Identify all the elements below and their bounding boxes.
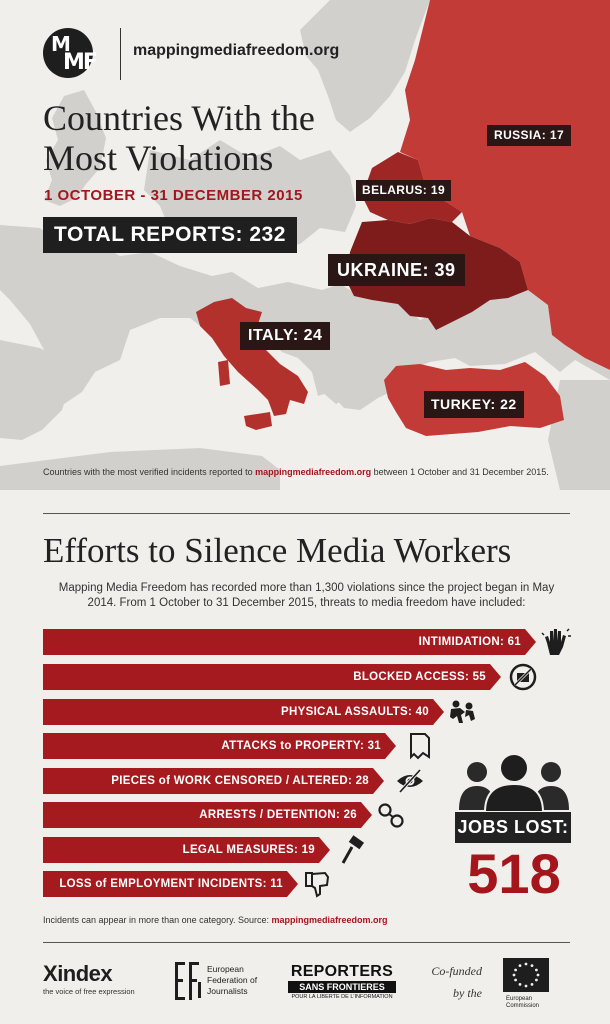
jobs-lost-value: 518 (467, 842, 561, 905)
section-divider (43, 513, 570, 514)
index-x-mark: X (43, 961, 58, 986)
ukraine-label: UKRAINE: 39 (328, 254, 465, 286)
rsf-line1: REPORTERS (290, 963, 394, 980)
blocked-camera-icon (509, 663, 537, 691)
land-iberia (0, 340, 70, 440)
land-western-europe (0, 225, 610, 410)
bar-attacks-property: ATTACKS to PROPERTY: 31 (43, 733, 396, 759)
index-logo: Xindex the voice of free expression (43, 961, 153, 997)
bar-intimidation: INTIMIDATION: 61 (43, 629, 536, 655)
bar-arrests: ARRESTS / DETENTION: 26 (43, 802, 372, 828)
rsf-logo: REPORTERS SANS FRONTIERES POUR LA LIBERT… (288, 963, 396, 1001)
torn-document-icon (410, 733, 430, 760)
crossed-eye-icon (397, 768, 423, 794)
russia-shape (400, 0, 610, 370)
efforts-title: Efforts to Silence Media Workers (43, 531, 512, 570)
bar-legal: LEGAL MEASURES: 19 (43, 837, 330, 863)
violations-map-section: M MF mappingmediafreedom.org Countries W… (0, 0, 610, 490)
italy-sardinia (218, 360, 230, 386)
cofunded-line2: by the (453, 986, 482, 1000)
land-north-africa (0, 448, 280, 490)
bar-label-attacks-property: ATTACKS to PROPERTY: 31 (221, 740, 381, 752)
footnote: Incidents can appear in more than one ca… (43, 915, 388, 925)
map-caption-text-before: Countries with the most verified inciden… (43, 467, 256, 477)
people-icon (459, 753, 569, 812)
efj-logo-icon (175, 962, 201, 1000)
footer-divider (43, 942, 570, 943)
map-title: Countries With the Most Violations (43, 98, 315, 178)
rsf-line2: SANS FRONTIERES (288, 981, 396, 993)
bar-physical-assaults: PHYSICAL ASSAULTS: 40 (43, 699, 444, 725)
rsf-line3: POUR LA LIBERTE DE L'INFORMATION (291, 994, 393, 1000)
map-caption-text-after: between 1 October and 31 December 2015. (371, 467, 549, 477)
cofunded-line1: Co-funded (431, 964, 482, 978)
jobs-lost-label: JOBS LOST: (455, 812, 571, 843)
handcuffs-icon (378, 803, 404, 828)
eu-flag-icon (503, 958, 549, 992)
logo-divider (120, 28, 121, 80)
land-middle-east (548, 380, 610, 490)
mmf-logo: M MF (43, 28, 101, 78)
russia-label: RUSSIA: 17 (487, 125, 572, 146)
turkey-label: TURKEY: 22 (424, 391, 524, 418)
eu-text: European Commission (506, 996, 540, 1009)
italy-shape (196, 298, 308, 416)
belarus-label: BELARUS: 19 (356, 180, 452, 201)
eu-stars-icon (512, 962, 540, 988)
bar-label-censored: PIECES of WORK CENSORED / ALTERED: 28 (111, 775, 369, 787)
bar-label-blocked-access: BLOCKED ACCESS: 55 (353, 671, 486, 683)
efj-logo-text: European Federation of Journalists (207, 964, 258, 996)
bar-label-employment: LOSS of EMPLOYMENT INCIDENTS: 11 (59, 878, 283, 890)
bar-label-physical-assaults: PHYSICAL ASSAULTS: 40 (281, 706, 429, 718)
assault-icon (450, 700, 475, 723)
thumbs-down-icon (305, 871, 330, 898)
land-scandinavia (300, 0, 430, 132)
bar-censored: PIECES of WORK CENSORED / ALTERED: 28 (43, 768, 384, 794)
footnote-text: Incidents can appear in more than one ca… (43, 915, 272, 925)
cofunded-text: Co-funded by the (420, 960, 482, 1004)
bar-label-legal: LEGAL MEASURES: 19 (182, 844, 315, 856)
hand-icon (541, 628, 571, 655)
gavel-icon (341, 835, 365, 864)
bar-blocked-access: BLOCKED ACCESS: 55 (43, 664, 501, 690)
italy-label: ITALY: 24 (240, 322, 331, 350)
footnote-link[interactable]: mappingmediafreedom.org (271, 915, 388, 925)
map-caption: Countries with the most verified inciden… (43, 467, 549, 477)
map-caption-link[interactable]: mappingmediafreedom.org (255, 467, 372, 477)
bar-label-intimidation: INTIMIDATION: 61 (418, 636, 521, 648)
date-range: 1 OCTOBER - 31 DECEMBER 2015 (44, 187, 303, 204)
index-tagline: the voice of free expression (43, 987, 135, 996)
bar-label-arrests: ARRESTS / DETENTION: 26 (199, 809, 357, 821)
italy-sicily (244, 412, 272, 430)
total-reports-badge: TOTAL REPORTS: 232 (43, 217, 297, 253)
efforts-intro: Mapping Media Freedom has recorded more … (58, 582, 555, 609)
site-url[interactable]: mappingmediafreedom.org (133, 42, 340, 59)
index-name: index (57, 961, 113, 986)
bar-employment: LOSS of EMPLOYMENT INCIDENTS: 11 (43, 871, 298, 897)
land-uk (44, 90, 106, 206)
